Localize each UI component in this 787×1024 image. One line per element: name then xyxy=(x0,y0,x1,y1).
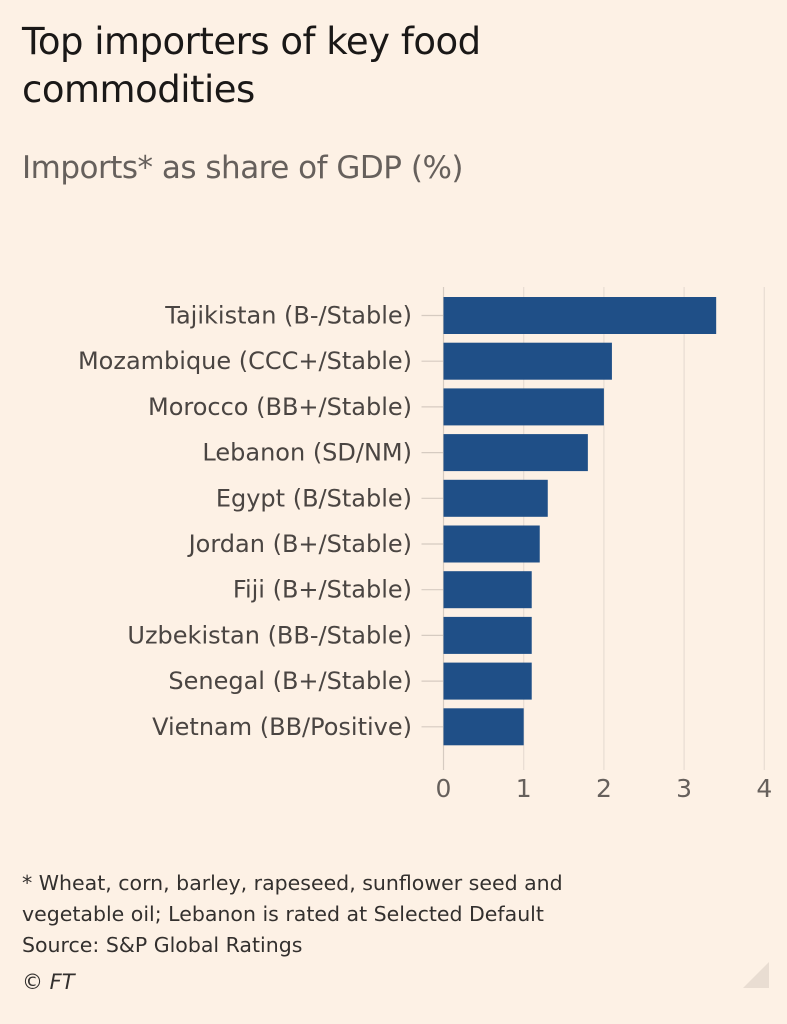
resize-corner-icon xyxy=(743,962,769,988)
category-label: Mozambique (CCC+/Stable) xyxy=(78,347,412,375)
category-label: Fiji (B+/Stable) xyxy=(233,576,412,604)
bar xyxy=(443,571,532,609)
footnote-line: * Wheat, corn, barley, rapeseed, sunflow… xyxy=(22,871,563,895)
category-label: Lebanon (SD/NM) xyxy=(202,439,412,467)
x-tick-label: 3 xyxy=(676,774,692,803)
category-label: Tajikistan (B-/Stable) xyxy=(164,302,412,330)
bar xyxy=(443,616,532,654)
chart-subtitle: Imports* as share of GDP (%) xyxy=(22,150,464,186)
category-label: Vietnam (BB/Positive) xyxy=(152,713,412,741)
footnote-line: vegetable oil; Lebanon is rated at Selec… xyxy=(22,902,544,926)
bar xyxy=(443,297,717,334)
bar xyxy=(443,434,588,472)
category-label: Egypt (B/Stable) xyxy=(216,484,412,512)
x-tick-label: 0 xyxy=(436,774,452,803)
bar-chart: 0 1 2 3 4 Tajikistan (B-/Stable) Mozambique (C… xyxy=(78,287,772,803)
bar xyxy=(443,708,524,746)
source-line: Source: S&P Global Ratings xyxy=(22,933,303,957)
category-label: Senegal (B+/Stable) xyxy=(168,667,412,695)
bar xyxy=(443,342,612,380)
bar xyxy=(443,388,604,426)
category-label: Uzbekistan (BB-/Stable) xyxy=(127,621,412,649)
category-label: Jordan (B+/Stable) xyxy=(187,530,412,558)
copyright: © FT xyxy=(22,970,75,994)
chart-title: Top importers of key food commodities xyxy=(22,20,481,111)
x-tick-label: 4 xyxy=(756,774,772,803)
x-tick-label: 1 xyxy=(516,774,532,803)
bar xyxy=(443,479,548,517)
category-label: Morocco (BB+/Stable) xyxy=(148,393,412,421)
x-tick-label: 2 xyxy=(596,774,612,803)
bar xyxy=(443,662,532,700)
footnote: * Wheat, corn, barley, rapeseed, sunflow… xyxy=(22,868,563,961)
bar xyxy=(443,525,540,563)
